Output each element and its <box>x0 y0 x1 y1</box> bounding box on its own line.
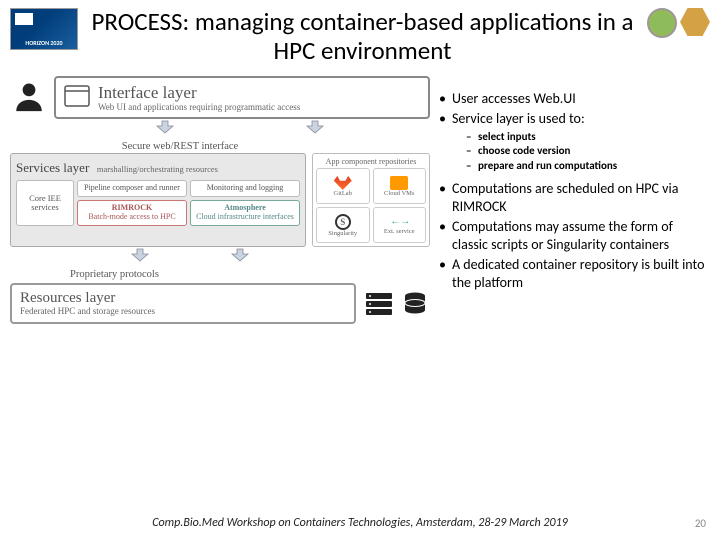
rimrock-box: RIMROCKBatch-mode access to HPC <box>77 200 187 226</box>
server-rack-icon <box>364 291 394 317</box>
architecture-diagram: Interface layer Web UI and applications … <box>10 76 430 325</box>
slide-title: PROCESS: managing container-based applic… <box>78 8 647 66</box>
window-icon <box>64 85 90 109</box>
arrow-down-icon <box>229 248 251 267</box>
cloudvm-cell: Cloud VMs <box>373 168 427 204</box>
arrow-down-icon <box>129 248 151 267</box>
services-layer-box: Services layer marshalling/orchestrating… <box>10 153 306 247</box>
bullet-list: User accesses Web.UI Service layer is us… <box>436 76 710 325</box>
footer-text: Comp.Bio.Med Workshop on Containers Tech… <box>0 516 720 530</box>
arrows-2 <box>10 247 430 268</box>
interface-layer-title: Interface layer <box>98 83 300 103</box>
content: Interface layer Web UI and applications … <box>0 66 720 325</box>
page-number: 20 <box>695 517 706 530</box>
pipeline-box: Pipeline composer and runner <box>77 180 187 197</box>
gitlab-cell: GitLab <box>316 168 370 204</box>
resource-icons <box>364 291 430 317</box>
core-iee-box: Core IEE services <box>16 180 74 225</box>
repo-title: App component repositories <box>316 157 426 168</box>
header: PROCESS: managing container-based applic… <box>0 0 720 66</box>
repo-box: App component repositories GitLab Cloud … <box>312 153 430 247</box>
monitoring-box: Monitoring and logging <box>190 180 300 197</box>
bullet-4: Computations may assume the form of clas… <box>436 218 710 253</box>
bullet-2: Service layer is used to: select inputs … <box>436 110 710 174</box>
atmosphere-box: AtmosphereCloud infrastructure interface… <box>190 200 300 226</box>
logos-right <box>647 8 710 38</box>
secure-rest-label: Secure web/REST interface <box>10 141 430 152</box>
resources-layer-box: Resources layer Federated HPC and storag… <box>10 283 356 324</box>
hex-logo-icon <box>680 8 710 36</box>
interface-layer-box: Interface layer Web UI and applications … <box>54 76 430 120</box>
services-sub: marshalling/orchestrating resources <box>97 164 218 174</box>
cyfronet-logo <box>647 8 677 38</box>
arrow-down-icon <box>304 120 326 139</box>
proprietary-label: Proprietary protocols <box>10 269 430 280</box>
resources-title: Resources layer <box>20 290 346 307</box>
arrow-down-icon <box>154 120 176 139</box>
ext-service-icon: ←→ <box>390 216 408 228</box>
bullet-3: Computations are scheduled on HPC via RI… <box>436 180 710 215</box>
resources-sub: Federated HPC and storage resources <box>20 307 346 317</box>
user-icon <box>10 76 48 120</box>
aws-icon <box>390 176 408 190</box>
bullet-1: User accesses Web.UI <box>436 90 710 108</box>
singularity-icon <box>335 214 351 230</box>
interface-layer-sub: Web UI and applications requiring progra… <box>98 103 300 113</box>
gitlab-icon <box>334 176 352 190</box>
bullet-5: A dedicated container repository is buil… <box>436 256 710 291</box>
sub-3: prepare and run computations <box>452 159 710 174</box>
database-icon <box>400 291 430 317</box>
ext-service-cell: ←→Ext. service <box>373 207 427 243</box>
services-title: Services layer <box>16 160 89 175</box>
sub-2: choose code version <box>452 144 710 159</box>
sub-1: select inputs <box>452 130 710 145</box>
singularity-cell: Singularity <box>316 207 370 243</box>
arrows-1 <box>10 119 430 140</box>
horizon2020-logo <box>10 8 78 50</box>
